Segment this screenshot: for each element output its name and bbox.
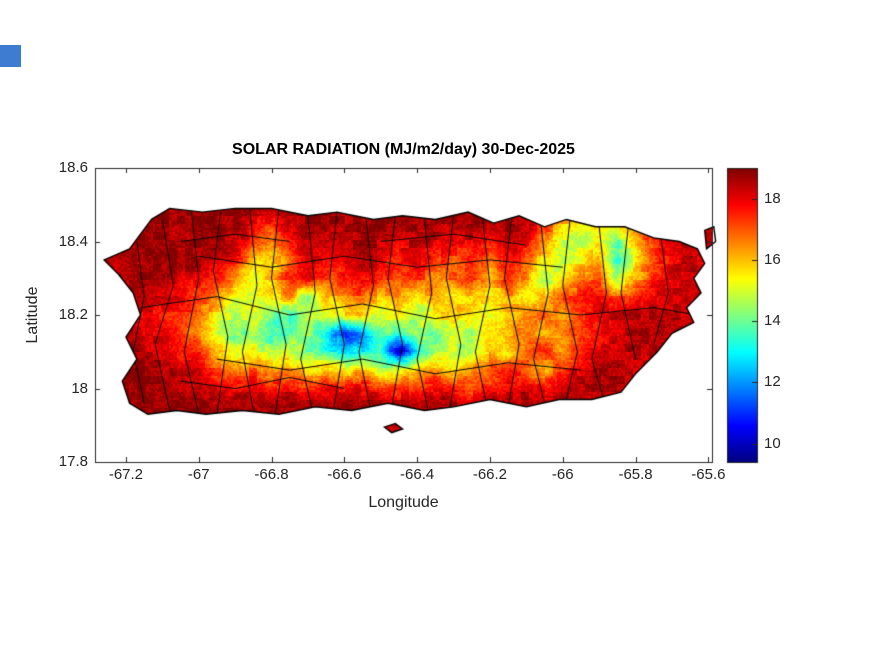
- y-tick-label: 18: [71, 379, 88, 397]
- colorbar-tick-label: 12: [764, 373, 781, 391]
- colorbar-tick-label: 14: [764, 312, 781, 330]
- x-tick-label: -65.6: [691, 466, 726, 483]
- x-tick-label: -66.6: [327, 466, 362, 483]
- colorbar-tick-label: 10: [764, 434, 781, 452]
- x-tick-label: -67: [187, 466, 210, 483]
- colorbar-tick-label: 16: [764, 250, 781, 268]
- x-axis-label: Longitude: [368, 494, 439, 511]
- chart-title: SOLAR RADIATION (MJ/m2/day) 30-Dec-2025: [232, 141, 575, 158]
- y-tick-label: 18.2: [58, 306, 88, 323]
- x-tick-label: -66.4: [400, 466, 435, 483]
- x-tick-label: -65.8: [618, 466, 653, 483]
- x-tick-label: -67.2: [108, 466, 144, 483]
- colorbar-tick-label: 18: [764, 189, 781, 207]
- y-tick-label: 18.6: [58, 159, 88, 176]
- y-tick-label: 18.4: [58, 232, 88, 250]
- window-blue-square-artifact: [0, 45, 21, 67]
- y-tick-label: 17.8: [58, 453, 88, 470]
- x-tick-label: -66.8: [254, 466, 289, 483]
- x-tick-label: -66.2: [472, 466, 508, 483]
- x-tick-label: -66: [551, 466, 574, 483]
